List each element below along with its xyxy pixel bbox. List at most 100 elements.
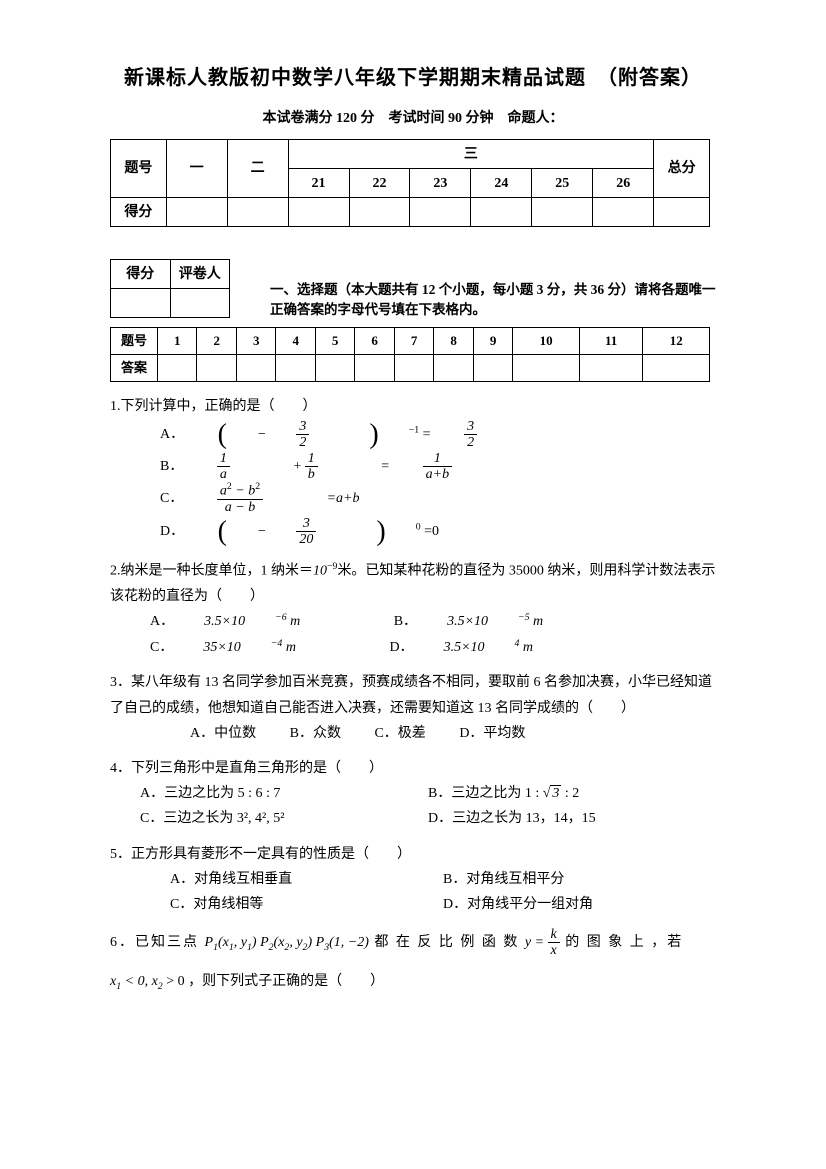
score-cell [593, 198, 654, 227]
val: 3.5×10 [447, 609, 488, 634]
answer-cell [513, 354, 580, 381]
score-cell [654, 198, 710, 227]
q5-opt-a: A．对角线互相垂直 [170, 867, 443, 892]
q6-stem-part: > 0 ，则下列式子正确的是（ ） [163, 974, 384, 989]
opt-label: B． [394, 609, 417, 634]
val: 3.5×10 [444, 635, 485, 660]
p: (1, −2) [329, 935, 369, 950]
exponent: 0 [416, 521, 421, 532]
num-cell: 12 [643, 327, 710, 354]
question-1: 1.下列计算中，正确的是（ ） A． (−32)−1 = 32 B． 1a + … [110, 394, 716, 548]
col-header: 总分 [654, 140, 710, 198]
question-6: 6．已知三点 P1(x1, y1) P2(x2, y2) P3(1, −2) 都… [110, 927, 716, 995]
q1-opt-c: C． a2 − b2a − b =a+b [160, 482, 390, 515]
answer-cell [643, 354, 710, 381]
page-title: 新课标人教版初中数学八年级下学期期末精品试题 （附答案） [110, 60, 716, 96]
answer-cell [355, 354, 394, 381]
answer-cell [197, 354, 236, 381]
grade-cell [111, 289, 171, 318]
section-1-intro: 一、选择题（本大题共有 12 个小题，每小题 3 分，共 36 分）请将各题唯一… [270, 280, 716, 321]
opt-label: A． [160, 422, 184, 447]
score-cell [532, 198, 593, 227]
p: , y [289, 935, 302, 950]
p: P [312, 935, 324, 950]
val: 35×10 [203, 635, 240, 660]
opt-label: D． [389, 635, 413, 660]
num-cell: 2 [197, 327, 236, 354]
val: 3.5×10 [204, 609, 245, 634]
q1-stem: 1.下列计算中，正确的是（ ） [110, 394, 716, 419]
q1-opt-b: B． 1a + 1b = 1a+b [160, 451, 512, 483]
sub-header: 23 [410, 169, 471, 198]
opt-label: D． [160, 519, 184, 544]
frac-den: x [548, 943, 560, 958]
opt-label: A． [150, 609, 174, 634]
question-5: 5．正方形具有菱形不一定具有的性质是（ ） A．对角线互相垂直 B．对角线互相平… [110, 842, 716, 918]
answer-cell [315, 354, 354, 381]
frac-num: 3 [296, 419, 309, 435]
var: < 0, x [121, 974, 158, 989]
grade-label: 得分 [111, 260, 171, 289]
answer-cell [158, 354, 197, 381]
score-cell [471, 198, 532, 227]
sqrt-val: 3 [550, 785, 561, 801]
sub-header: 22 [349, 169, 410, 198]
answer-cell [579, 354, 643, 381]
unit: m [286, 635, 296, 660]
exponent: −4 [271, 638, 283, 649]
p: (x [218, 935, 229, 950]
row-label: 得分 [111, 198, 167, 227]
eq: = [423, 422, 431, 447]
q2-opt-d: D．3.5×104 m [389, 635, 593, 661]
num-cell: 6 [355, 327, 394, 354]
eq: y = [525, 935, 548, 950]
p: P [205, 935, 214, 950]
q5-stem: 5．正方形具有菱形不一定具有的性质是（ ） [110, 842, 716, 867]
grader-box: 得分 评卷人 [110, 259, 230, 318]
sub-header: 26 [593, 169, 654, 198]
answer-sheet-table: 题号 1 2 3 4 5 6 7 8 9 10 11 12 答案 [110, 327, 710, 382]
q3-opt-d: D．平均数 [459, 721, 525, 746]
p: , y [234, 935, 247, 950]
q6-stem-part: 都 在 反 比 例 函 数 [369, 935, 525, 950]
exponent: −9 [327, 561, 337, 572]
unit: m [290, 609, 300, 634]
row-label: 题号 [111, 327, 158, 354]
q4-stem: 4．下列三角形中是直角三角形的是（ ） [110, 756, 716, 781]
unit: m [533, 609, 543, 634]
score-cell [410, 198, 471, 227]
q3-opt-b: B．众数 [290, 721, 341, 746]
q5-opt-b: B．对角线互相平分 [443, 867, 716, 892]
col-header: 三 [288, 140, 654, 169]
exponent: 4 [515, 638, 520, 649]
q5-opt-d: D．对角线平分一组对角 [443, 892, 716, 917]
q4-opt-d: D．三边之长为 13，14，15 [428, 806, 716, 831]
q3-stem: 3．某八年级有 13 名同学参加百米竞赛，预赛成绩各不相同，要取前 6 名参加决… [110, 670, 716, 720]
exponent: −1 [409, 424, 419, 435]
q5-opt-c: C．对角线相等 [170, 892, 443, 917]
opt-text: : 2 [561, 786, 579, 801]
answer-cell [394, 354, 433, 381]
q4-opt-b: B．三边之比为 1 : √3 : 2 [428, 781, 716, 806]
grader-cell [170, 289, 230, 318]
score-summary-table: 题号 一 二 三 总分 21 22 23 24 25 26 得分 [110, 139, 710, 227]
col-header: 二 [227, 140, 288, 198]
question-3: 3．某八年级有 13 名同学参加百米竞赛，预赛成绩各不相同，要取前 6 名参加决… [110, 670, 716, 746]
answer-cell [473, 354, 512, 381]
exponent: −6 [275, 612, 287, 623]
num-cell: 9 [473, 327, 512, 354]
eq: = [381, 454, 389, 479]
frac-den: 2 [464, 435, 477, 450]
answer-cell [236, 354, 275, 381]
exponent: −5 [518, 612, 530, 623]
question-4: 4．下列三角形中是直角三角形的是（ ） A．三边之比为 5 : 6 : 7 B．… [110, 756, 716, 832]
opt-label: C． [150, 635, 173, 660]
page-subtitle: 本试卷满分 120 分 考试时间 90 分钟 命题人： [110, 106, 716, 131]
p: P [257, 935, 269, 950]
frac-num: 3 [296, 516, 316, 532]
q6-stem-part: 的 图 象 上 ，若 [560, 935, 684, 950]
num-cell: 1 [158, 327, 197, 354]
num-cell: 8 [434, 327, 473, 354]
q1-opt-d: D． (−320)0 =0 [160, 516, 469, 548]
score-cell [166, 198, 227, 227]
